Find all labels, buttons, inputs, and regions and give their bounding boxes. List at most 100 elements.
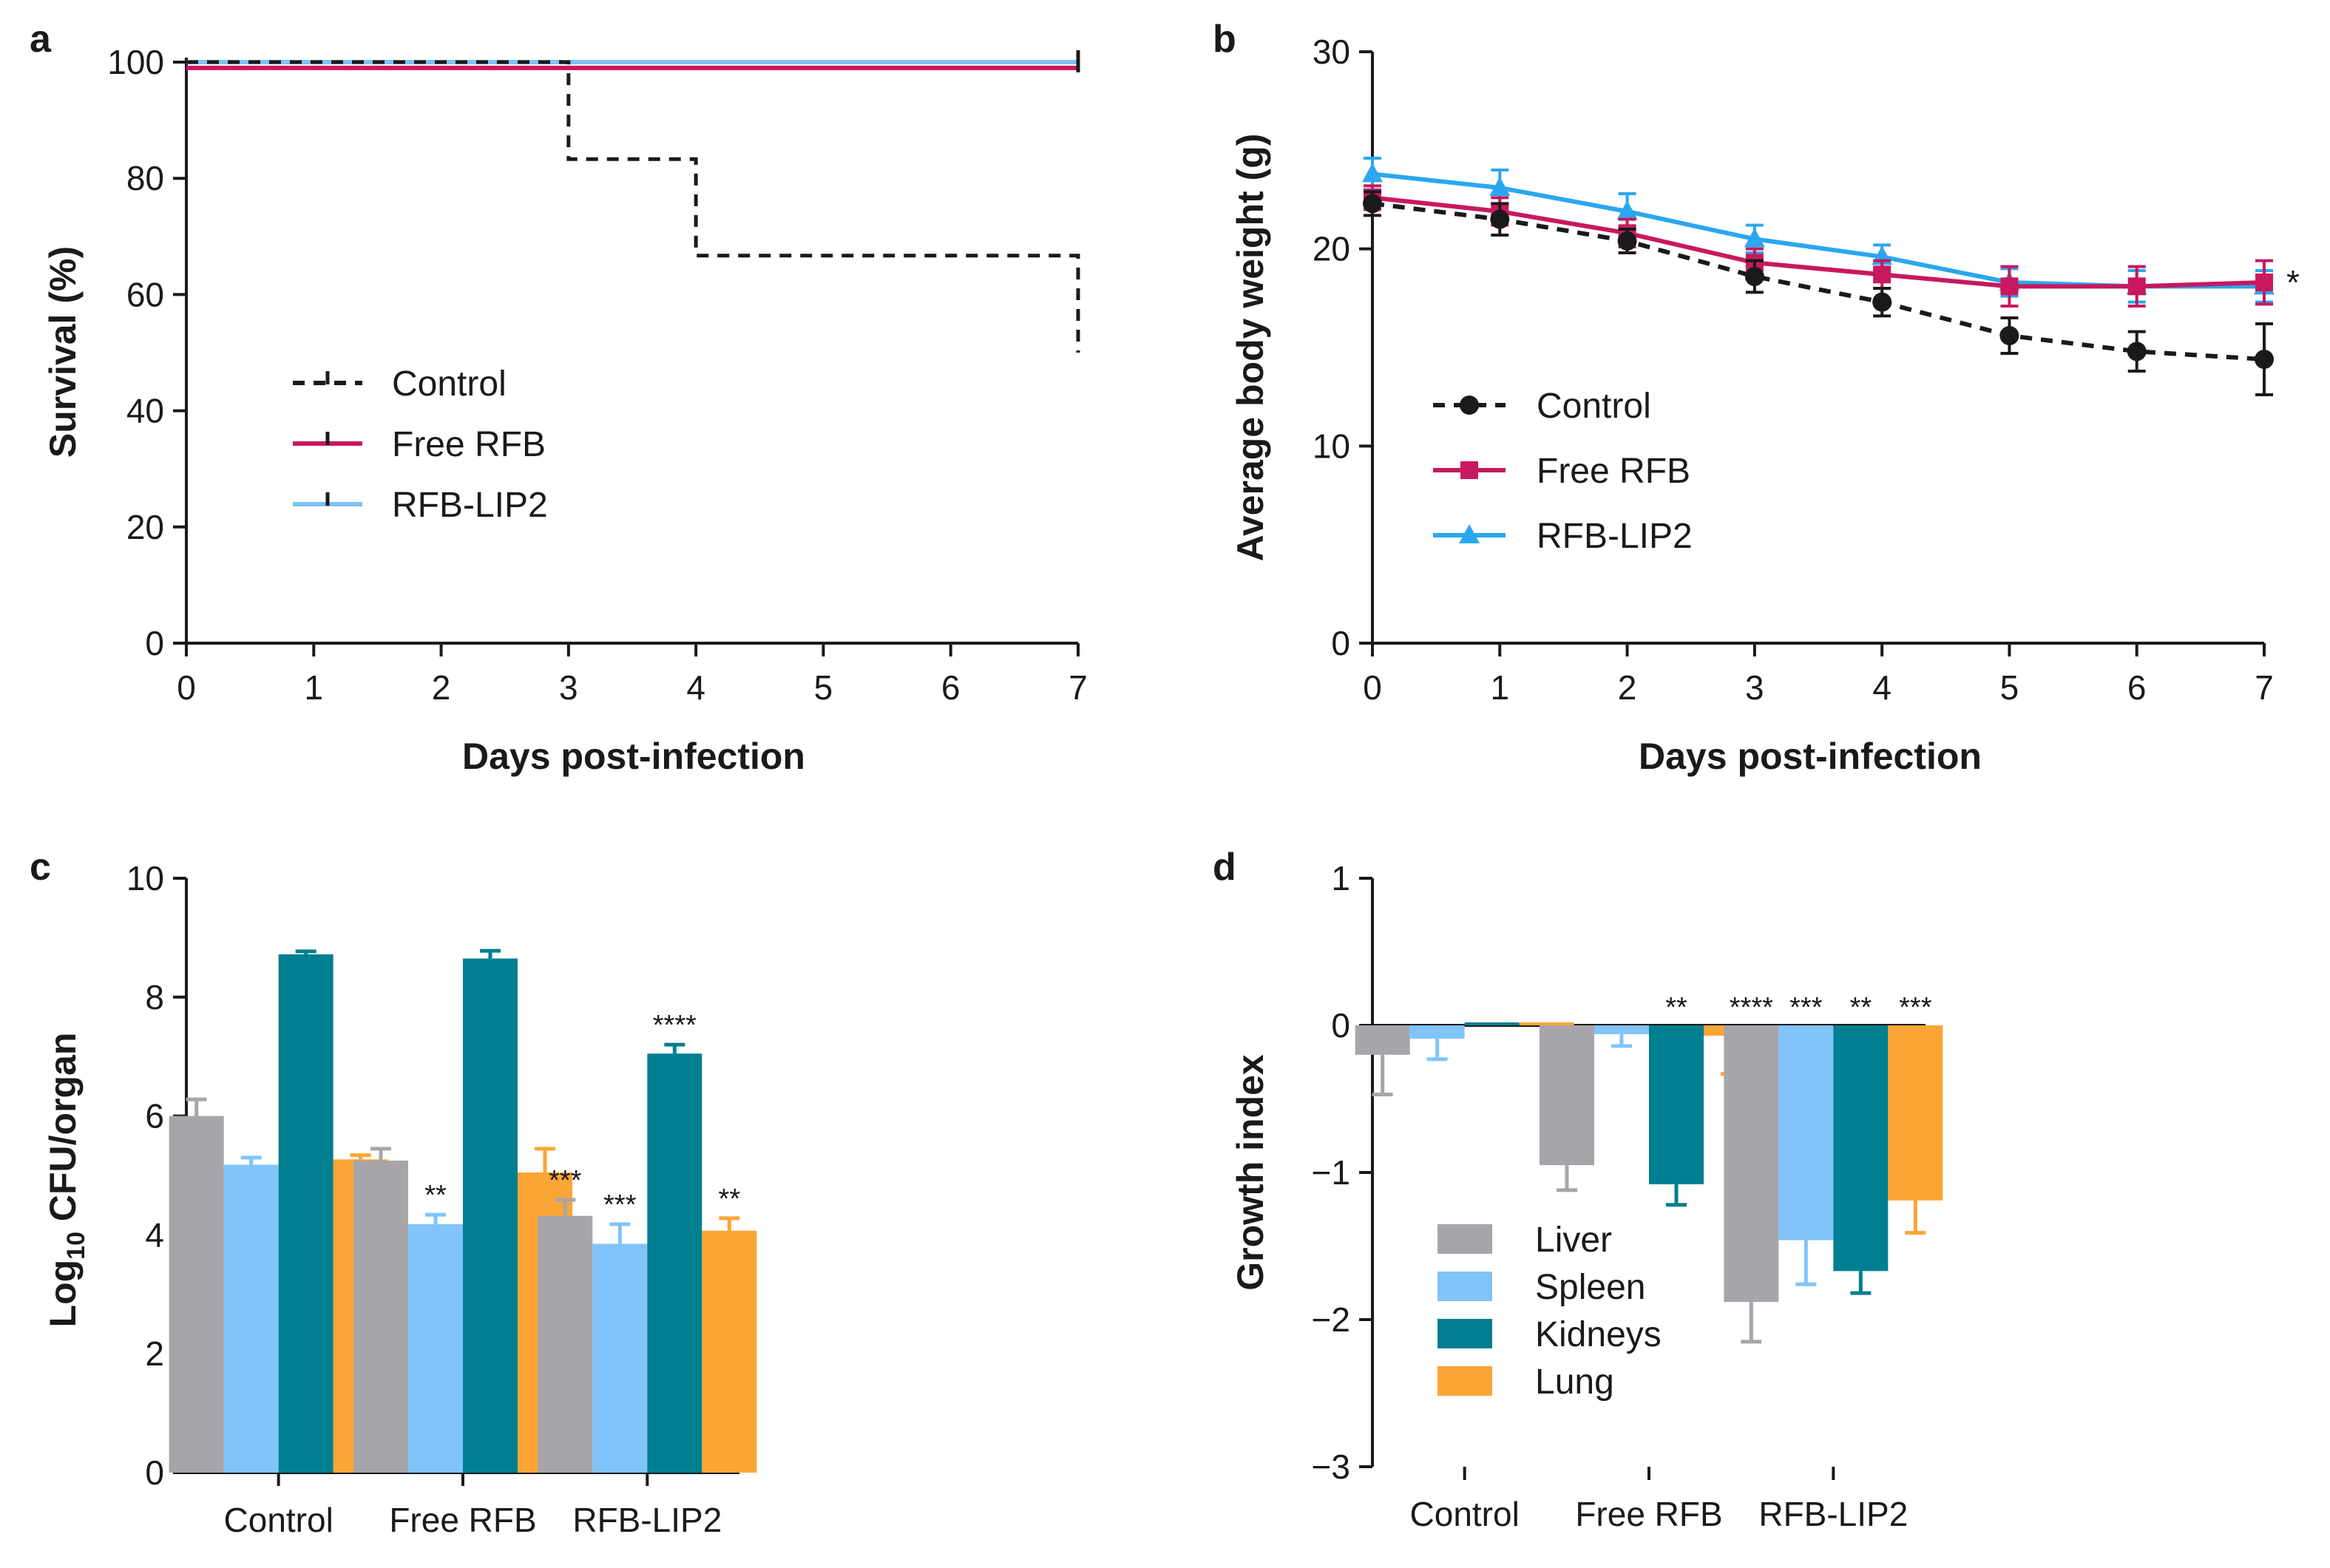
panel-a-series-line-control bbox=[186, 60, 1080, 353]
panel-c-y-axis-title: Log10 CFU/organ bbox=[42, 1033, 90, 1328]
panel-b-point-free-rfb bbox=[1873, 265, 1892, 284]
panel-d-significance-label: *** bbox=[1899, 992, 1932, 1023]
panel-d-bars: ** **** *** ** *** bbox=[1355, 992, 1943, 1344]
panel-b-point-control bbox=[2255, 350, 2274, 369]
panel-b-point-rfb-lip2 bbox=[1616, 200, 1638, 220]
panel-d-bar-lung bbox=[1888, 1025, 1943, 1201]
panel-b-series bbox=[1362, 157, 2275, 396]
panel-b-point-rfb-lip2 bbox=[1489, 177, 1511, 196]
panel-c-significance-label: **** bbox=[653, 1010, 697, 1041]
panel-c-y-axis-title-subscript: 10 bbox=[62, 1232, 90, 1260]
panel-b-x-tick-label: 1 bbox=[1490, 668, 1509, 707]
panel-d-y-tick-label: −3 bbox=[1312, 1447, 1350, 1486]
panel-b-x-tick-label: 7 bbox=[2255, 668, 2274, 707]
panel-b-point-free-rfb bbox=[2000, 277, 2019, 296]
panel-a-x-tick-label: 7 bbox=[1069, 668, 1088, 707]
panel-a-legend-label: Free RFB bbox=[392, 425, 546, 464]
panel-b-y-axis-title: Average body weight (g) bbox=[1230, 134, 1271, 562]
panel-d-bar-spleen bbox=[1594, 1025, 1649, 1034]
panel-b-legend-label: Control bbox=[1537, 387, 1651, 426]
panel-c-bar-lung bbox=[702, 1230, 757, 1473]
panel-d-bar-kidneys bbox=[1464, 1022, 1520, 1025]
panel-d-significance-label: *** bbox=[1789, 992, 1823, 1023]
panel-b-point-control bbox=[1999, 326, 2019, 345]
panel-c-x-tick-label: RFB-LIP2 bbox=[572, 1501, 722, 1539]
panel-label-a: a bbox=[30, 18, 52, 61]
panel-b-legend-label: RFB-LIP2 bbox=[1537, 517, 1693, 556]
panel-a-series bbox=[186, 50, 1080, 353]
panel-d-legend-swatch-kidneys bbox=[1437, 1319, 1492, 1348]
panel-label-d: d bbox=[1213, 846, 1236, 889]
panel-b-legend-label: Free RFB bbox=[1537, 452, 1690, 491]
panel-b-point-control bbox=[1490, 209, 1510, 229]
panel-b-y-tick-label: 10 bbox=[1313, 427, 1350, 465]
panel-a-x-tick-label: 2 bbox=[432, 668, 451, 707]
panel-a-x-axis-title: Days post-infection bbox=[462, 736, 805, 777]
panel-a-y-axis-title: Survival (%) bbox=[42, 246, 84, 458]
panel-b-y-tick-label: 20 bbox=[1313, 230, 1350, 268]
panel-b-x-axis-title: Days post-infection bbox=[1639, 736, 1982, 777]
panel-c-bar-spleen bbox=[223, 1164, 279, 1473]
panel-b-point-control bbox=[1617, 231, 1637, 251]
panel-c-y-tick-label: 4 bbox=[145, 1215, 164, 1254]
panel-a-x-tick-label: 5 bbox=[814, 668, 833, 707]
panel-b-point-control bbox=[1744, 267, 1764, 286]
panel-d-significance-label: **** bbox=[1730, 992, 1773, 1023]
panel-d-x-tick-label: Free RFB bbox=[1575, 1495, 1722, 1533]
panel-c-bar-liver bbox=[169, 1116, 224, 1473]
panel-d-legend-label: Liver bbox=[1535, 1221, 1612, 1260]
panel-b-x-tick-label: 0 bbox=[1363, 668, 1382, 707]
panel-b-point-rfb-lip2 bbox=[1744, 228, 1765, 248]
panel-b-legend: Control Free RFB RFB-LIP2 bbox=[1433, 387, 1693, 556]
panel-c-y-axis-title-rest: CFU/organ bbox=[42, 1033, 84, 1232]
panel-b-body-weight-chart: b Average body weight (g) Days post-infe… bbox=[1213, 18, 2300, 777]
panel-d-significance-label: ** bbox=[1665, 992, 1687, 1023]
panel-d-bar-kidneys bbox=[1649, 1025, 1704, 1184]
panel-c-y-tick-label: 6 bbox=[145, 1097, 164, 1136]
panel-d-significance-label: ** bbox=[1850, 992, 1872, 1023]
panel-a-x-tick-label: 6 bbox=[941, 668, 961, 707]
panel-d-legend-swatch-spleen bbox=[1437, 1272, 1492, 1301]
panel-d-legend: Liver Spleen Kidneys Lung bbox=[1437, 1221, 1662, 1402]
panel-b-point-control bbox=[1363, 194, 1382, 214]
panel-c-bar-kidneys bbox=[278, 954, 333, 1473]
panel-b-x-tick-label: 4 bbox=[1872, 668, 1892, 707]
panel-d-legend-swatch-liver bbox=[1437, 1224, 1492, 1254]
panel-b-point-free-rfb bbox=[2127, 277, 2146, 296]
panel-d-x-tick-label: RFB-LIP2 bbox=[1758, 1495, 1908, 1533]
panel-d-legend-label: Kidneys bbox=[1535, 1315, 1662, 1354]
panel-b-point-free-rfb bbox=[2255, 274, 2273, 291]
panel-a-x-tick-label: 3 bbox=[559, 668, 578, 707]
panel-c-bar-spleen bbox=[408, 1223, 463, 1473]
panel-c-significance-label: ** bbox=[424, 1180, 447, 1211]
panel-d-y-axis-title: Growth index bbox=[1230, 1054, 1271, 1291]
panel-b-x-tick-label: 3 bbox=[1745, 668, 1764, 707]
panel-c-y-tick-label: 10 bbox=[126, 859, 164, 897]
panel-a-x-tick-label: 0 bbox=[177, 668, 196, 707]
panel-d-growth-index-chart: d Growth index −3 −2 −1 0 1 Control Free RFB RF… bbox=[1213, 846, 1943, 1533]
panel-b-point-rfb-lip2 bbox=[1362, 163, 1383, 183]
panel-d-x-tick-label: Control bbox=[1410, 1495, 1520, 1533]
panel-c-bar-spleen bbox=[592, 1243, 648, 1473]
panel-d-y-tick-label: 0 bbox=[1331, 1006, 1350, 1045]
panel-b-point-control bbox=[2127, 342, 2147, 362]
panel-c-y-tick-label: 0 bbox=[145, 1453, 164, 1492]
panel-c-bar-kidneys bbox=[463, 958, 518, 1473]
panel-d-y-tick-label: −2 bbox=[1312, 1300, 1350, 1339]
panel-d-bar-spleen bbox=[1778, 1025, 1834, 1241]
panel-a-y-tick-label: 40 bbox=[126, 392, 164, 430]
panel-d-bar-liver bbox=[1355, 1025, 1410, 1055]
panel-d-bar-lung bbox=[1519, 1022, 1574, 1025]
panel-b-series-line-control bbox=[1372, 201, 2265, 362]
panel-b-y-tick-label: 0 bbox=[1331, 624, 1350, 662]
panel-b-axes: 0 10 20 30 0 1 2 3 4 5 6 7 bbox=[1313, 33, 2274, 707]
panel-a-y-tick-label: 100 bbox=[107, 43, 164, 81]
panel-b-y-tick-label: 30 bbox=[1313, 33, 1350, 71]
panel-c-bar-liver bbox=[353, 1160, 408, 1473]
panel-b-legend-marker bbox=[1459, 524, 1480, 543]
panel-label-b: b bbox=[1213, 18, 1236, 61]
panel-c-significance-label: *** bbox=[549, 1165, 582, 1196]
panel-a-legend-label: Control bbox=[392, 364, 507, 404]
